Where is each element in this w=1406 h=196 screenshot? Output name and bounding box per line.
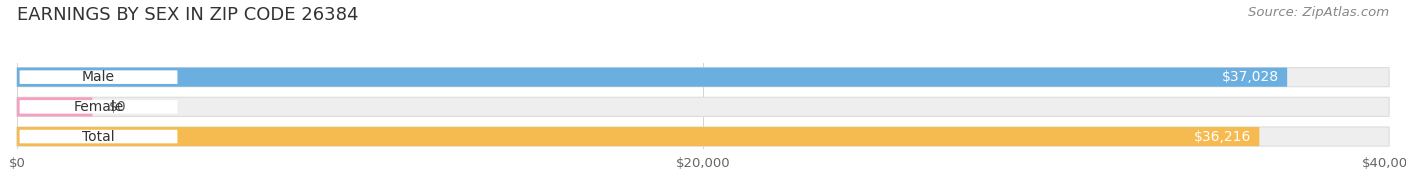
- FancyBboxPatch shape: [17, 97, 1389, 116]
- FancyBboxPatch shape: [17, 97, 93, 116]
- FancyBboxPatch shape: [17, 127, 1389, 146]
- FancyBboxPatch shape: [20, 130, 177, 143]
- Text: $0: $0: [108, 100, 127, 114]
- FancyBboxPatch shape: [20, 100, 177, 114]
- Text: Total: Total: [82, 130, 115, 143]
- Text: Male: Male: [82, 70, 115, 84]
- FancyBboxPatch shape: [17, 68, 1286, 87]
- FancyBboxPatch shape: [17, 68, 1389, 87]
- Text: EARNINGS BY SEX IN ZIP CODE 26384: EARNINGS BY SEX IN ZIP CODE 26384: [17, 6, 359, 24]
- Text: Source: ZipAtlas.com: Source: ZipAtlas.com: [1249, 6, 1389, 19]
- Text: $36,216: $36,216: [1194, 130, 1251, 143]
- FancyBboxPatch shape: [20, 70, 177, 84]
- Text: $37,028: $37,028: [1222, 70, 1279, 84]
- FancyBboxPatch shape: [17, 127, 1260, 146]
- Text: Female: Female: [73, 100, 124, 114]
